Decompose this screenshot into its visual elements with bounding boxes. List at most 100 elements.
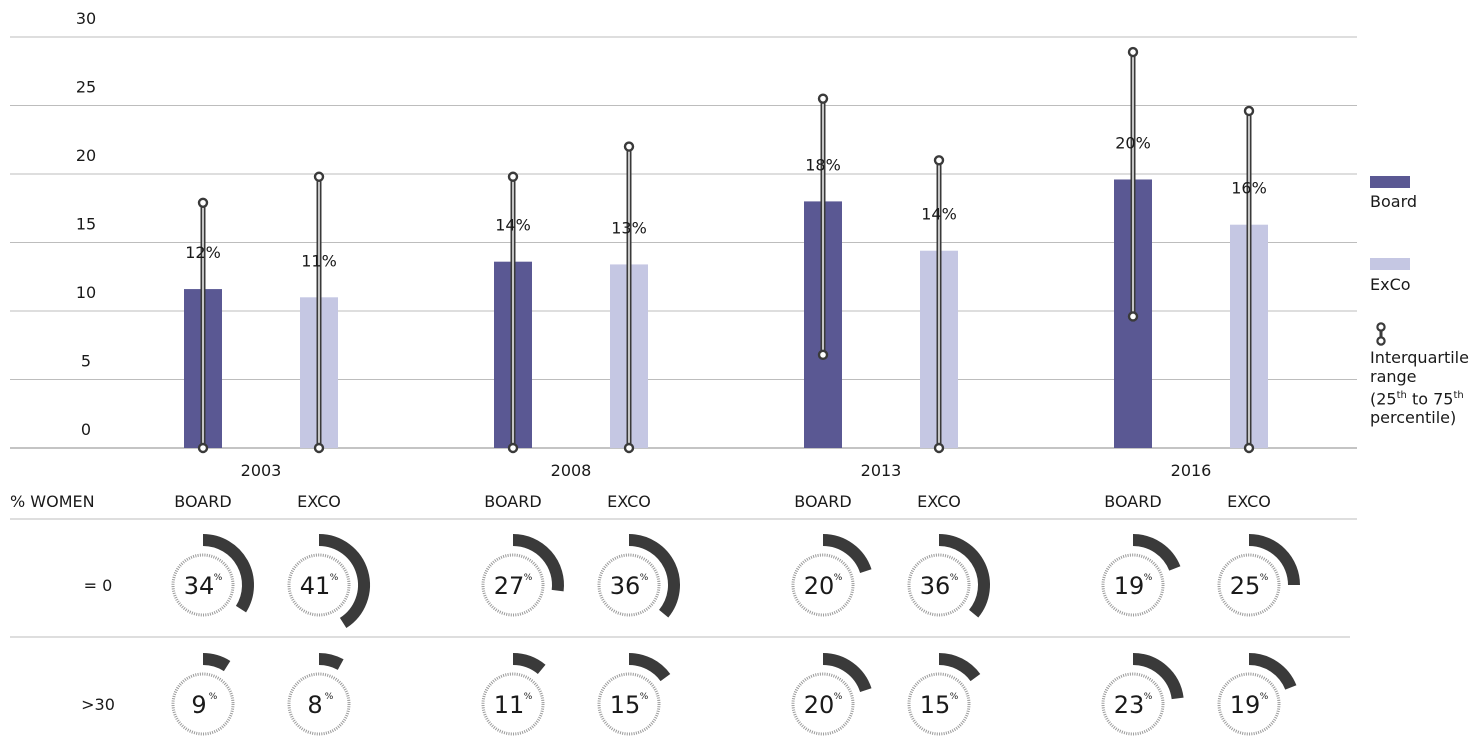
iqr-upper-cap (313, 171, 325, 182)
iqr-lower-cap (1127, 311, 1139, 322)
iqr-upper-cap (623, 141, 635, 152)
ring-percent-sign: % (524, 573, 533, 583)
gridlines (10, 36, 1357, 449)
y-tick-label: 15 (76, 215, 96, 234)
iqr-upper-cap (1127, 46, 1139, 58)
legend-iqr-line1: Interquartile (1370, 348, 1469, 367)
ring-percentage-arc (318, 534, 370, 629)
legend-iqr-label: Interquartile range (25th to 75th percen… (1370, 348, 1469, 427)
ring-percentage-value: 20 (804, 691, 835, 719)
ring-percent-sign: % (640, 573, 649, 583)
ring-percentage-arc (318, 653, 344, 670)
ring-dashed-circle (791, 672, 855, 736)
bar-value-labels: 12% 11% 14% 13% 18% 14% 20% 16% (185, 133, 1267, 270)
iqr-upper-cap (197, 197, 209, 208)
iqr-upper-cap (1243, 105, 1255, 117)
ring-dashed-circle (1101, 672, 1165, 736)
y-tick-label: 0 (81, 420, 91, 439)
exco-value-label: 14% (921, 205, 957, 224)
ring-percentage-value: 19 (1114, 572, 1145, 600)
ring-percentage-arc (628, 534, 680, 618)
ring-dashed-circle (287, 672, 351, 736)
x-tick-label: 2008 (551, 461, 592, 480)
ring-percentage-value: 41 (300, 572, 331, 600)
ring-percent-sign: % (1260, 692, 1269, 702)
ring-percent-sign: % (950, 692, 959, 702)
ring-dashed-circle (481, 672, 545, 736)
y-axis-ticks: 0 5 10 15 20 25 30 (76, 9, 96, 439)
table-col-board: BOARD (484, 492, 541, 511)
iqr-upper-cap (507, 171, 519, 182)
ring-percentage-value: 20 (804, 572, 835, 600)
ring-percentage-arc (1132, 534, 1181, 571)
ring-percentage-arc (1248, 534, 1300, 586)
y-tick-label: 25 (76, 78, 96, 97)
iqr-lower-cap (623, 442, 635, 454)
ring-percent-sign: % (950, 573, 959, 583)
y-tick-label: 30 (76, 9, 96, 28)
iqr-upper-cap (933, 155, 945, 166)
ring-percentage-arc (202, 653, 231, 672)
ring-percent-sign: % (330, 573, 339, 583)
ring-dashed-circle (597, 553, 661, 617)
ring-percentage-arc (822, 653, 872, 693)
legend-iqr-mid: to 75 (1406, 389, 1454, 409)
iqr-lower-cap (313, 442, 325, 454)
ring-percent-sign: % (1144, 692, 1153, 702)
legend-iqr-open: (25 (1370, 389, 1397, 409)
ring-dashed-circle (907, 672, 971, 736)
ring-percentage-value: 36 (610, 572, 641, 600)
ring-percentage-value: 23 (1114, 691, 1145, 719)
exco-value-label: 11% (301, 251, 337, 270)
iqr-lower-cap (507, 442, 519, 454)
ring-percentage-value: 27 (494, 572, 525, 600)
ring-percentage-value: 15 (610, 691, 641, 719)
ring-percentage-arc (512, 534, 564, 592)
exco-value-label: 13% (611, 218, 647, 237)
ring-percentage-value: 36 (920, 572, 951, 600)
iqr-upper-cap (817, 93, 829, 104)
ring-dashed-circle (287, 553, 351, 617)
ring-percentage-value: 25 (1230, 572, 1261, 600)
ring-percent-sign: % (325, 692, 334, 702)
ring-percent-sign: % (640, 692, 649, 702)
exco-value-label: 16% (1231, 179, 1267, 198)
ring-percentage-value: 15 (920, 691, 951, 719)
ring-percentage-arc (202, 534, 254, 613)
ring-percentage-value: 9 (191, 691, 206, 719)
ring-dashed-circle (1217, 553, 1281, 617)
x-axis-years: 2003 2008 2013 2016 (241, 461, 1212, 480)
x-tick-label: 2013 (861, 461, 902, 480)
ring-percentage-arc (1132, 653, 1184, 700)
ring-percent-sign: % (834, 573, 843, 583)
ring-dashed-circle (1101, 553, 1165, 617)
table-col-board: BOARD (1104, 492, 1161, 511)
y-tick-label: 20 (76, 146, 96, 165)
ring-percentage-value: 19 (1230, 691, 1261, 719)
bars (184, 179, 1268, 449)
y-tick-label: 5 (81, 352, 91, 371)
table-col-exco: EXCO (607, 492, 651, 511)
table-header-label: % WOMEN (10, 492, 95, 511)
table-col-board: BOARD (174, 492, 231, 511)
ring-dashed-circle (171, 553, 235, 617)
iqr-lower-cap (817, 349, 829, 361)
ring-dashed-circle (791, 553, 855, 617)
legend-exco-label: ExCo (1370, 275, 1411, 294)
ring-percent-sign: % (1260, 573, 1269, 583)
ring-percent-sign: % (209, 692, 218, 702)
ring-percentage-arc (938, 534, 990, 618)
ring-dashed-circle (907, 553, 971, 617)
ring-dashed-circle (1217, 672, 1281, 736)
table-col-exco: EXCO (1227, 492, 1271, 511)
board-value-label: 20% (1115, 133, 1151, 152)
ring-percentage-value: 34 (184, 572, 215, 600)
ring-percentage-arc (1248, 653, 1297, 690)
legend-iqr-th2: th (1453, 390, 1464, 401)
y-tick-label: 10 (76, 283, 96, 302)
board-value-label: 14% (495, 216, 531, 235)
ring-percentage-arc (938, 653, 981, 682)
legend-iqr-icon (1376, 322, 1386, 346)
ring-percentage-arc (628, 653, 671, 682)
